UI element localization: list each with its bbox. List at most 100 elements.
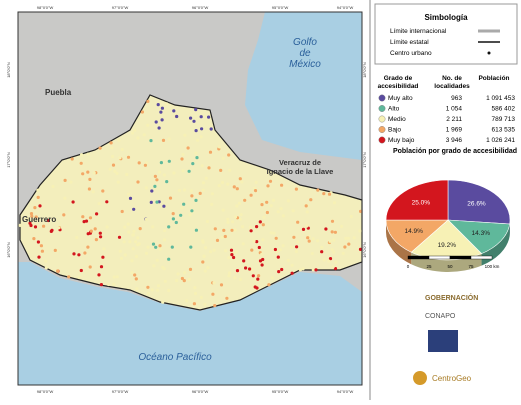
locality-dot — [316, 239, 319, 242]
veracruz-line: Ignacio de la Llave — [267, 167, 334, 176]
coord-label: 18°0'0"N — [6, 62, 11, 78]
locality-dot — [175, 115, 178, 118]
locality-dot — [209, 151, 212, 154]
locality-dot — [254, 189, 257, 192]
locality-dot — [312, 237, 315, 240]
locality-dot — [277, 270, 280, 273]
locality-dot — [33, 206, 36, 209]
locality-dot — [105, 200, 108, 203]
locality-dot — [292, 236, 295, 239]
locality-dot — [296, 240, 299, 243]
locality-dot — [233, 185, 236, 188]
locality-dot — [162, 139, 165, 142]
locality-dot — [154, 246, 157, 249]
locality-dot — [261, 238, 264, 241]
locality-dot — [135, 255, 138, 258]
gulf-line: México — [289, 59, 321, 70]
locality-dot — [279, 248, 282, 251]
locality-dot — [305, 204, 308, 207]
locality-dot — [259, 220, 262, 223]
locality-dot — [256, 278, 259, 281]
locality-dot — [195, 129, 198, 132]
locality-dot — [99, 232, 102, 235]
locality-dot — [127, 231, 130, 234]
locality-dot — [89, 265, 92, 268]
locality-dot — [193, 286, 196, 289]
locality-dot — [110, 146, 113, 149]
locality-dot — [168, 137, 171, 140]
locality-dot — [189, 117, 192, 120]
locality-dot — [163, 267, 166, 270]
locality-dot — [320, 250, 323, 253]
locality-dot — [222, 229, 225, 232]
locality-dot — [180, 157, 183, 160]
locality-dot — [123, 226, 126, 229]
locality-dot — [37, 240, 40, 243]
locality-dot — [72, 252, 75, 255]
locality-dot — [127, 156, 130, 159]
locality-dot — [42, 225, 45, 228]
locality-dot — [332, 251, 335, 254]
locality-dot — [226, 218, 229, 221]
locality-dot — [327, 260, 330, 263]
locality-dot — [165, 180, 168, 183]
locality-dot — [95, 212, 98, 215]
locality-dot — [88, 187, 91, 190]
locality-dot — [163, 238, 166, 241]
locality-dot — [194, 292, 197, 295]
locality-dot — [280, 207, 283, 210]
locality-dot — [183, 134, 186, 137]
category-swatch — [379, 95, 385, 101]
locality-dot — [323, 258, 326, 261]
locality-dot — [228, 271, 231, 274]
locality-dot — [342, 252, 345, 255]
locality-dot — [222, 209, 225, 212]
locality-dot — [191, 162, 194, 165]
locality-dot — [118, 156, 121, 159]
locality-dot — [211, 293, 214, 296]
locality-dot — [157, 284, 160, 287]
coord-label: 96°0'0"W — [192, 389, 209, 394]
locality-dot — [145, 218, 148, 221]
scale-bar-segment — [450, 256, 471, 259]
coord-label: 17°0'0"N — [6, 152, 11, 168]
locality-dot — [120, 257, 123, 260]
locality-dot — [270, 204, 273, 207]
locality-dot — [117, 139, 120, 142]
locality-dot — [192, 120, 195, 123]
locality-dot — [219, 169, 222, 172]
population: 1 091 453 — [486, 95, 515, 102]
locality-dot — [64, 179, 67, 182]
locality-dot — [205, 177, 208, 180]
locality-dot — [233, 276, 236, 279]
locality-dot — [131, 233, 134, 236]
locality-dot — [162, 205, 165, 208]
locality-dot — [201, 260, 204, 263]
locality-dot — [163, 229, 166, 232]
locality-dot — [143, 133, 146, 136]
locality-dot — [232, 256, 235, 259]
locality-dot — [295, 188, 298, 191]
locality-dot — [353, 236, 356, 239]
table-header-line: localidades — [434, 83, 470, 90]
locality-dot — [206, 220, 209, 223]
locality-dot — [107, 283, 110, 286]
locality-dot — [240, 213, 243, 216]
locality-dot — [153, 185, 156, 188]
locality-dot — [287, 199, 290, 202]
category-name: Medio — [388, 116, 406, 123]
locality-dot — [161, 118, 164, 121]
gulf-line: de — [299, 48, 311, 59]
locality-dot — [277, 256, 280, 259]
locality-dot — [88, 178, 91, 181]
locality-dot — [168, 160, 171, 163]
locality-dot — [93, 171, 96, 174]
locality-dot — [277, 210, 280, 213]
locality-dot — [220, 236, 223, 239]
locality-dot — [171, 246, 174, 249]
locality-dot — [320, 246, 323, 249]
locality-dot — [234, 228, 237, 231]
locality-dot — [183, 188, 186, 191]
logo-text: CONAPO — [425, 313, 456, 320]
